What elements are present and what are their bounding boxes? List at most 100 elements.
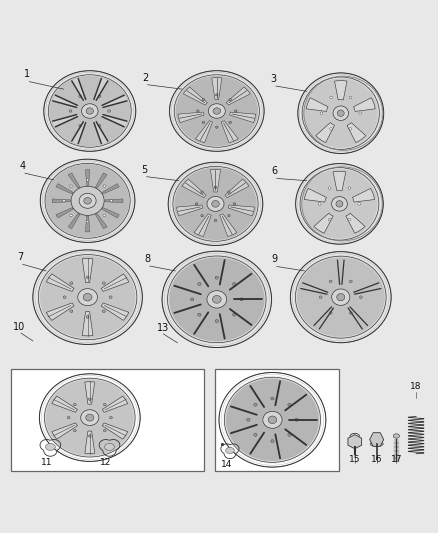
- Ellipse shape: [70, 282, 73, 285]
- Ellipse shape: [304, 78, 378, 148]
- Text: 8: 8: [145, 254, 151, 264]
- Ellipse shape: [271, 440, 274, 442]
- Polygon shape: [102, 423, 127, 439]
- Ellipse shape: [102, 282, 106, 285]
- Ellipse shape: [197, 110, 199, 112]
- Text: 1: 1: [24, 69, 30, 79]
- Polygon shape: [335, 80, 347, 100]
- Polygon shape: [182, 179, 206, 198]
- Ellipse shape: [333, 106, 349, 120]
- Ellipse shape: [226, 378, 319, 461]
- Polygon shape: [177, 205, 203, 216]
- Polygon shape: [314, 213, 333, 233]
- Ellipse shape: [110, 200, 113, 202]
- Ellipse shape: [233, 313, 236, 316]
- Polygon shape: [184, 87, 208, 105]
- Ellipse shape: [359, 112, 361, 115]
- Polygon shape: [72, 122, 86, 143]
- Polygon shape: [52, 423, 78, 439]
- Ellipse shape: [46, 164, 129, 237]
- Ellipse shape: [332, 289, 350, 305]
- Polygon shape: [53, 95, 78, 108]
- Ellipse shape: [240, 298, 243, 301]
- Polygon shape: [102, 95, 127, 108]
- Ellipse shape: [103, 185, 106, 187]
- Polygon shape: [102, 396, 127, 413]
- Ellipse shape: [79, 95, 81, 98]
- Ellipse shape: [318, 203, 321, 205]
- Polygon shape: [101, 274, 129, 292]
- Polygon shape: [82, 259, 93, 282]
- Ellipse shape: [329, 312, 332, 314]
- Ellipse shape: [247, 418, 250, 421]
- Ellipse shape: [208, 104, 225, 118]
- Polygon shape: [353, 98, 375, 111]
- Ellipse shape: [328, 187, 331, 189]
- Ellipse shape: [201, 191, 203, 193]
- Polygon shape: [53, 115, 78, 127]
- Ellipse shape: [348, 187, 350, 189]
- Ellipse shape: [83, 293, 92, 301]
- Ellipse shape: [228, 191, 230, 193]
- Ellipse shape: [109, 296, 112, 298]
- Ellipse shape: [330, 128, 332, 130]
- Polygon shape: [68, 214, 80, 229]
- Ellipse shape: [254, 433, 257, 437]
- Polygon shape: [333, 171, 346, 190]
- Ellipse shape: [297, 257, 385, 337]
- Ellipse shape: [320, 112, 323, 115]
- Polygon shape: [85, 382, 95, 404]
- Text: 13: 13: [157, 323, 169, 333]
- Polygon shape: [220, 214, 237, 237]
- Ellipse shape: [302, 169, 377, 239]
- Polygon shape: [68, 173, 80, 188]
- Ellipse shape: [49, 76, 130, 147]
- Ellipse shape: [108, 110, 110, 112]
- Polygon shape: [52, 396, 78, 413]
- Polygon shape: [46, 443, 55, 450]
- Polygon shape: [225, 179, 249, 198]
- Polygon shape: [94, 122, 108, 143]
- Ellipse shape: [214, 186, 217, 188]
- Text: 17: 17: [391, 455, 402, 464]
- Ellipse shape: [350, 312, 352, 314]
- Ellipse shape: [201, 214, 203, 217]
- Ellipse shape: [348, 219, 350, 221]
- Ellipse shape: [86, 108, 93, 114]
- Ellipse shape: [229, 99, 232, 101]
- Polygon shape: [226, 87, 250, 105]
- Ellipse shape: [102, 310, 106, 312]
- Ellipse shape: [215, 276, 219, 279]
- Polygon shape: [221, 120, 238, 143]
- Ellipse shape: [74, 430, 76, 432]
- Ellipse shape: [86, 316, 89, 318]
- Polygon shape: [230, 112, 256, 123]
- Text: 16: 16: [371, 455, 382, 464]
- Text: 12: 12: [100, 458, 112, 467]
- Ellipse shape: [198, 313, 201, 316]
- Polygon shape: [85, 431, 95, 454]
- Polygon shape: [348, 435, 362, 449]
- Ellipse shape: [295, 418, 298, 421]
- Polygon shape: [346, 213, 365, 233]
- Ellipse shape: [98, 95, 101, 98]
- Ellipse shape: [263, 411, 282, 429]
- Polygon shape: [105, 199, 123, 203]
- Ellipse shape: [45, 163, 130, 238]
- Ellipse shape: [88, 398, 91, 400]
- Ellipse shape: [70, 185, 72, 187]
- Ellipse shape: [176, 76, 258, 146]
- Polygon shape: [370, 433, 384, 446]
- Polygon shape: [46, 303, 74, 320]
- Text: 2: 2: [142, 72, 148, 83]
- Ellipse shape: [63, 200, 65, 202]
- Text: 4: 4: [20, 161, 26, 171]
- Polygon shape: [85, 216, 90, 232]
- Bar: [11, 368, 204, 472]
- Polygon shape: [226, 447, 234, 454]
- Polygon shape: [304, 189, 326, 202]
- Ellipse shape: [81, 410, 99, 425]
- Ellipse shape: [63, 296, 66, 298]
- Ellipse shape: [360, 296, 362, 298]
- Polygon shape: [85, 169, 90, 185]
